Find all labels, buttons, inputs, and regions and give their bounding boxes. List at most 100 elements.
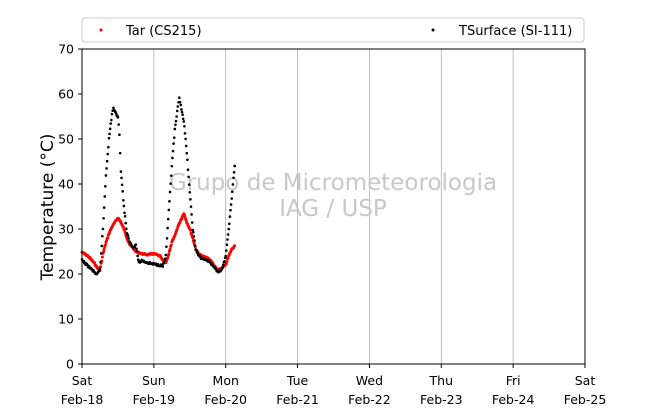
x-tick-day: Thu xyxy=(429,373,453,388)
data-point xyxy=(163,257,167,261)
data-point xyxy=(230,197,233,200)
data-point xyxy=(228,215,232,218)
data-point xyxy=(101,227,105,231)
data-point xyxy=(186,158,189,162)
data-point xyxy=(165,237,169,240)
y-tick-label: 70 xyxy=(58,42,74,57)
data-point xyxy=(192,230,195,234)
data-point xyxy=(188,190,192,194)
data-point xyxy=(110,118,113,122)
data-point xyxy=(228,222,231,226)
grid-lines xyxy=(153,49,514,364)
data-point xyxy=(123,211,126,215)
data-point xyxy=(172,142,175,145)
data-point xyxy=(192,235,196,238)
x-tick-day: Fri xyxy=(506,373,521,388)
data-point xyxy=(175,227,179,231)
legend-box xyxy=(81,17,585,43)
data-point xyxy=(99,265,103,269)
x-tick-label: Feb-20 xyxy=(204,392,247,407)
x-tick-day: Wed xyxy=(356,373,383,388)
data-point xyxy=(225,260,229,264)
y-tick-label: 20 xyxy=(58,267,74,282)
data-point xyxy=(166,217,170,221)
x-tick-day: Mon xyxy=(213,373,239,388)
data-point xyxy=(225,249,228,252)
data-point xyxy=(122,204,126,208)
data-point xyxy=(221,265,225,269)
data-point xyxy=(225,243,229,246)
x-tick-label: Feb-23 xyxy=(420,392,463,407)
watermark-line-1: Grupo de Micrometeorologia xyxy=(169,170,497,196)
data-point xyxy=(103,243,107,247)
data-point xyxy=(116,116,120,119)
data-point xyxy=(114,112,118,115)
data-point xyxy=(104,174,108,177)
data-point xyxy=(99,252,103,255)
data-point xyxy=(118,133,121,137)
data-point xyxy=(101,234,104,238)
y-axis-title: Temperature (°C) xyxy=(38,134,58,282)
data-point xyxy=(172,136,176,139)
data-point xyxy=(232,171,236,174)
data-point xyxy=(118,151,122,155)
data-point xyxy=(222,263,225,266)
data-point xyxy=(175,115,178,118)
data-point xyxy=(108,132,111,136)
data-point xyxy=(168,247,172,251)
data-point xyxy=(184,144,188,148)
x-tick-day: Sat xyxy=(72,373,93,388)
data-point xyxy=(106,236,110,240)
data-point xyxy=(171,149,175,153)
data-point xyxy=(108,127,112,131)
data-point xyxy=(161,265,165,268)
data-point xyxy=(175,109,179,113)
data-point xyxy=(231,183,235,186)
data-point xyxy=(189,205,193,208)
data-point xyxy=(109,122,113,125)
data-point xyxy=(110,112,114,116)
data-point xyxy=(134,243,138,246)
y-tick-label: 30 xyxy=(58,222,74,237)
data-point xyxy=(168,200,171,203)
data-point xyxy=(233,244,237,248)
data-point xyxy=(120,183,124,187)
x-tick-label: Feb-22 xyxy=(348,392,391,407)
data-point xyxy=(195,248,198,252)
data-point xyxy=(189,198,192,201)
plot-background xyxy=(82,49,585,364)
x-tick-label: Feb-18 xyxy=(61,392,104,407)
x-tick-label: Feb-21 xyxy=(276,392,319,407)
data-point xyxy=(164,259,168,263)
data-point xyxy=(124,221,128,225)
data-point xyxy=(100,255,104,259)
legend: Tar (CS215) TSurface (SI-111) xyxy=(81,17,585,43)
data-point xyxy=(184,137,187,141)
legend-label-tar: Tar (CS215) xyxy=(125,24,202,39)
series-layer xyxy=(80,96,237,276)
data-point xyxy=(106,152,110,156)
data-point xyxy=(227,227,231,231)
data-point xyxy=(226,233,230,236)
x-tick-day: Sat xyxy=(575,373,596,388)
data-point xyxy=(181,117,185,121)
watermark-line-2: IAG / USP xyxy=(279,196,387,222)
y-tick-label: 50 xyxy=(58,132,74,147)
data-point xyxy=(182,120,186,123)
data-point xyxy=(117,123,120,126)
data-point xyxy=(231,190,234,194)
data-point xyxy=(99,260,102,264)
data-point xyxy=(107,136,111,140)
data-point xyxy=(193,244,197,248)
data-point xyxy=(125,227,128,230)
data-point xyxy=(190,221,194,224)
y-tick-label: 0 xyxy=(66,357,74,372)
data-point xyxy=(107,145,110,149)
data-point xyxy=(233,164,237,168)
data-point xyxy=(183,132,187,135)
y-tick-label: 10 xyxy=(58,312,74,327)
legend-marker-tar xyxy=(99,28,103,32)
data-point xyxy=(199,255,202,258)
data-point xyxy=(186,168,190,171)
data-point xyxy=(190,213,193,216)
